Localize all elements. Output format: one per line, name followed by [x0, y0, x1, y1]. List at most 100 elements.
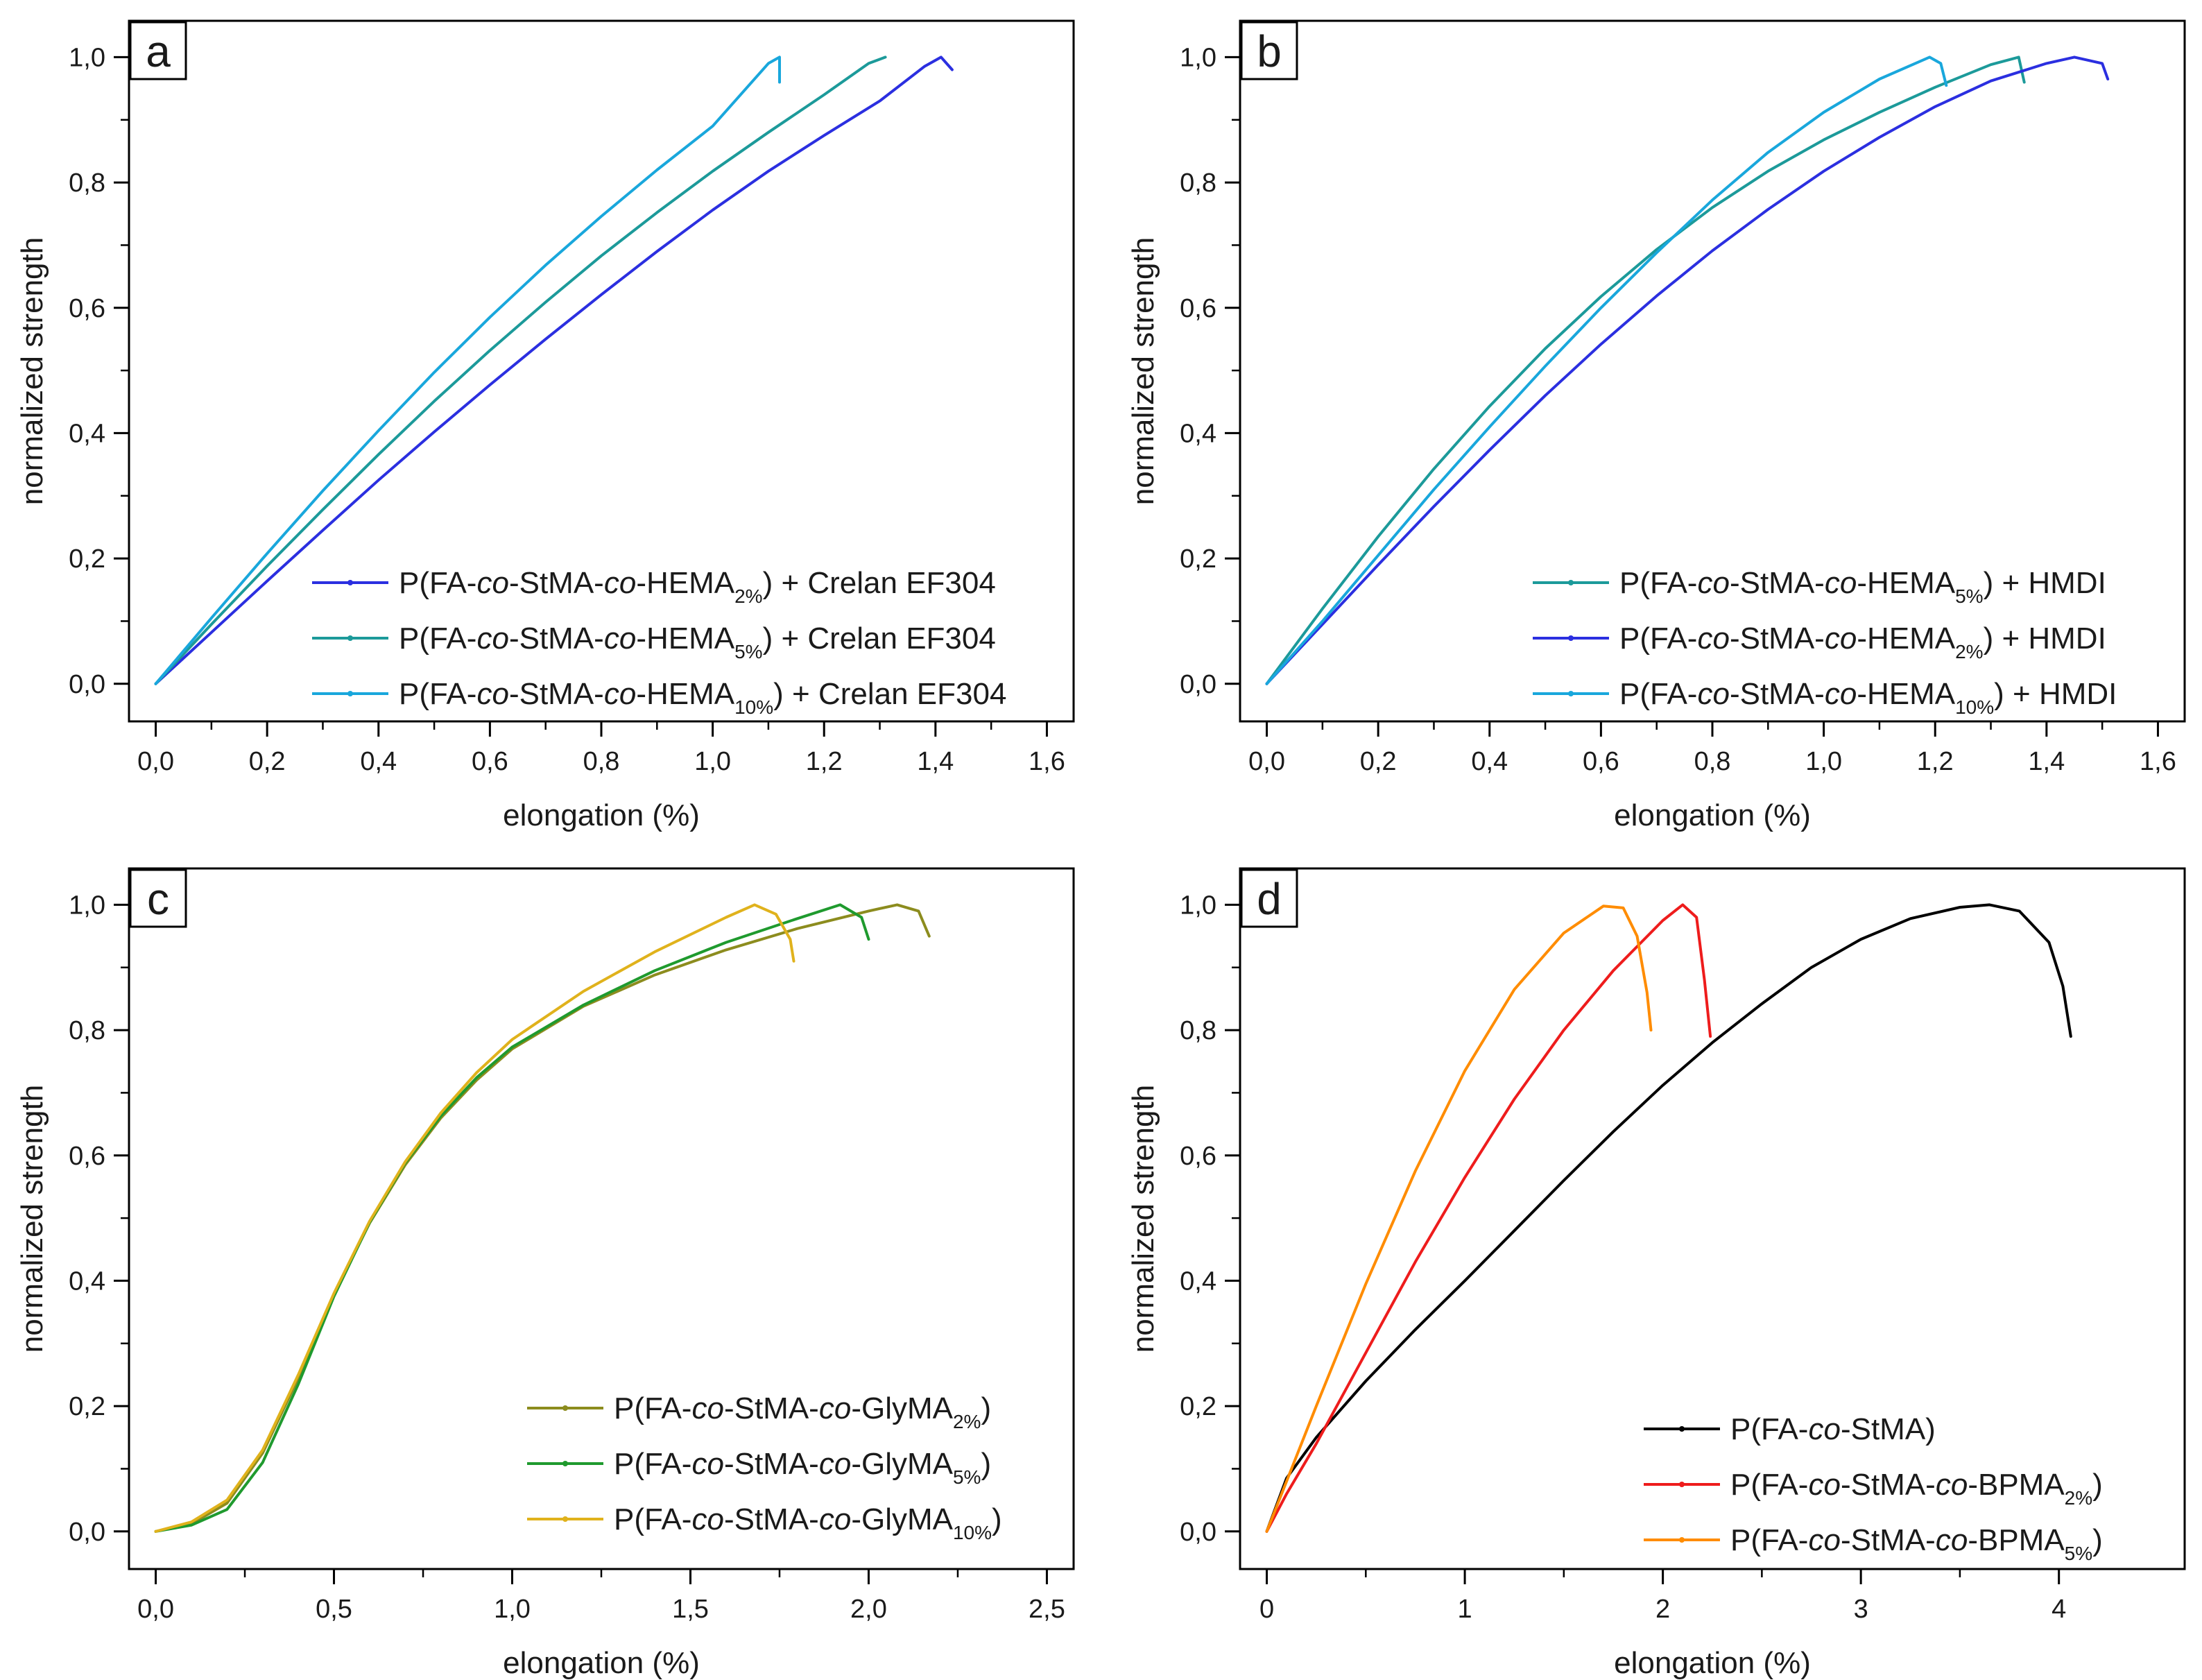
panel-label: b	[1240, 21, 1298, 80]
x-tick-label: 1,6	[1029, 747, 1065, 776]
legend-entry: P(FA-co-StMA)	[1730, 1412, 1936, 1446]
x-tick-label: 1,5	[672, 1595, 709, 1624]
panel-label-text: b	[1257, 26, 1282, 76]
y-axis-label: normalized strength	[15, 237, 49, 505]
panel-label-text: a	[146, 26, 171, 76]
legend-entry: P(FA-co-StMA-co-HEMA2%) + Crelan EF304	[399, 566, 996, 607]
x-tick-label: 2,5	[1029, 1595, 1065, 1624]
y-tick-label: 0,4	[1180, 419, 1216, 448]
y-axis-label: normalized strength	[1126, 237, 1160, 505]
series-line	[1265, 55, 2110, 685]
panel-c: 0,0 0,5 1,0 1,5 2,0 2,5 0,0 0,2 0,4 0,6 0,8 1,0 elon…	[15, 867, 1075, 1680]
x-tick-label: 1,0	[1805, 747, 1842, 776]
legend-marker	[1679, 1537, 1685, 1543]
y-tick-label: 0,8	[1180, 169, 1216, 198]
x-axis-label: elongation (%)	[503, 798, 700, 832]
y-tick-label: 1,0	[1180, 43, 1216, 72]
x-tick-label: 2,0	[850, 1595, 887, 1624]
x-tick-label: 0,8	[583, 747, 620, 776]
x-tick-label: 0,2	[1360, 747, 1397, 776]
y-tick-label: 0,0	[1180, 670, 1216, 699]
x-tick-label: 4	[2052, 1595, 2066, 1624]
legend: P(FA-co-StMA-co-GlyMA2%) P(FA-co-StMA-co-…	[527, 1391, 1002, 1543]
legend-entry: P(FA-co-StMA-co-HEMA10%) + Crelan EF304	[399, 677, 1006, 718]
plot-frame	[128, 19, 1075, 723]
legend-marker	[1679, 1482, 1685, 1487]
panel-label-box	[129, 868, 187, 928]
legend-marker	[1568, 691, 1574, 696]
legend: P(FA-co-StMA-co-HEMA5%) + HMDI P(FA-co-St…	[1533, 566, 2117, 718]
legend: P(FA-co-StMA-co-HEMA2%) + Crelan EF304 P(…	[312, 566, 1006, 718]
y-tick-label: 0,6	[69, 294, 105, 323]
legend-entry: P(FA-co-StMA-co-GlyMA5%)	[614, 1447, 991, 1488]
panel-a: 0,0 0,2 0,4 0,6 0,8 1,0 1,2 1,4 1,6 0,0 0,2 0,4 0,6 0…	[15, 19, 1075, 832]
x-tick-label: 1,6	[2140, 747, 2176, 776]
y-tick-label: 0,2	[69, 545, 105, 574]
x-tick-label: 0,8	[1694, 747, 1731, 776]
y-tick-label: 0,2	[69, 1392, 105, 1421]
x-tick-label: 1,2	[806, 747, 843, 776]
panel-label: d	[1240, 868, 1298, 928]
panel-label-text: d	[1257, 874, 1282, 924]
legend-entry: P(FA-co-StMA-co-BPMA5%)	[1730, 1523, 2103, 1564]
legend-entry: P(FA-co-StMA-co-HEMA2%) + HMDI	[1619, 622, 2106, 662]
y-tick-label: 1,0	[69, 43, 105, 72]
x-tick-label: 1,2	[1917, 747, 1954, 776]
legend-marker	[562, 1405, 568, 1411]
x-tick-label: 0,0	[1248, 747, 1285, 776]
legend-marker	[1568, 635, 1574, 641]
legend-entry: P(FA-co-StMA-co-BPMA2%)	[1730, 1468, 2103, 1509]
y-tick-label: 0,0	[69, 670, 105, 699]
legend-entry: P(FA-co-StMA-co-GlyMA2%)	[614, 1391, 991, 1432]
legend-marker	[1568, 580, 1574, 585]
panel-label-text: c	[147, 874, 169, 924]
series-line	[1265, 903, 2072, 1533]
series-line	[154, 55, 954, 685]
series-line	[154, 55, 887, 685]
x-tick-label: 0,4	[360, 747, 397, 776]
x-axis-label: elongation (%)	[1614, 798, 1811, 832]
x-tick-label: 0,0	[137, 1595, 174, 1624]
y-tick-label: 1,0	[69, 891, 105, 920]
plot-frame	[1239, 19, 2186, 723]
y-tick-label: 0,2	[1180, 545, 1216, 574]
panel-label-box	[1240, 868, 1298, 928]
x-tick-label: 0,2	[249, 747, 286, 776]
panel-d: 0 1 2 3 4 0,0 0,2 0,4 0,6 0,8 1,0 elongation (%) nor…	[1126, 867, 2186, 1680]
series-line	[154, 903, 931, 1533]
y-axis-label: normalized strength	[1126, 1085, 1160, 1353]
series-line	[1265, 903, 1712, 1533]
y-tick-label: 0,8	[1180, 1016, 1216, 1045]
x-tick-label: 1,4	[2028, 747, 2065, 776]
legend-entry: P(FA-co-StMA-co-GlyMA10%)	[614, 1502, 1002, 1543]
legend-marker	[562, 1516, 568, 1522]
legend-marker	[347, 635, 353, 641]
x-axis-label: elongation (%)	[503, 1646, 700, 1680]
y-tick-label: 0,4	[69, 1267, 105, 1296]
x-axis-label: elongation (%)	[1614, 1646, 1811, 1680]
y-tick-label: 0,2	[1180, 1392, 1216, 1421]
x-tick-label: 1,0	[494, 1595, 531, 1624]
panel-label: a	[129, 21, 187, 80]
x-tick-label: 0,6	[1583, 747, 1619, 776]
legend-entry: P(FA-co-StMA-co-HEMA10%) + HMDI	[1619, 677, 2117, 718]
series-line	[1265, 55, 2026, 685]
panel-label-box	[1240, 21, 1298, 80]
x-tick-label: 0,6	[472, 747, 508, 776]
x-tick-label: 1	[1458, 1595, 1472, 1624]
series-line	[1265, 905, 1653, 1533]
series-line	[154, 903, 870, 1533]
y-tick-label: 0,0	[1180, 1518, 1216, 1547]
plot-frame	[1239, 867, 2186, 1570]
panel-label-box	[129, 21, 187, 80]
x-tick-label: 1,4	[917, 747, 954, 776]
legend: P(FA-co-StMA) P(FA-co-StMA-co-BPMA2%) P(FA…	[1644, 1412, 2103, 1564]
y-tick-label: 0,6	[69, 1142, 105, 1171]
series-line	[154, 903, 795, 1533]
legend-marker	[347, 580, 353, 585]
legend-entry: P(FA-co-StMA-co-HEMA5%) + HMDI	[1619, 566, 2106, 607]
y-axis-label: normalized strength	[15, 1085, 49, 1353]
series-line	[1265, 55, 1948, 685]
series-line	[154, 55, 781, 685]
